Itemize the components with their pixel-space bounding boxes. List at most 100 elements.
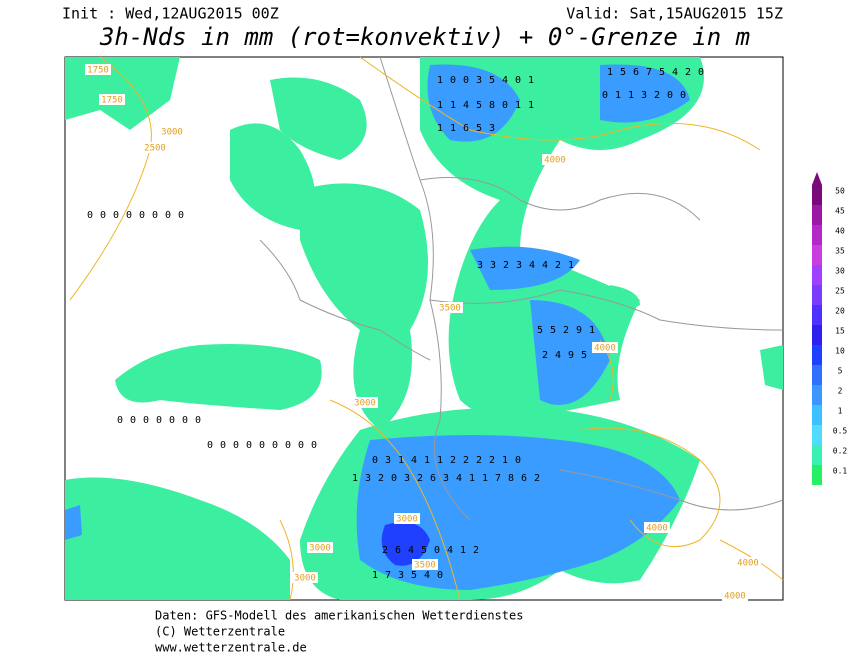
precip-value: 4: [408, 545, 414, 556]
precip-value: 4: [672, 67, 678, 78]
precip-value: 6: [463, 123, 469, 134]
precip-value: 4: [411, 455, 417, 466]
colorbar-swatch: [812, 445, 822, 465]
precip-value: 1: [607, 67, 613, 78]
precip-value: 0: [450, 75, 456, 86]
precip-value: 1: [450, 123, 456, 134]
precip-value: 3: [489, 123, 495, 134]
precip-value: 1: [437, 123, 443, 134]
colorbar-label: 20: [835, 307, 845, 316]
precip-value: 4: [424, 570, 430, 581]
map-title: 3h-Nds in mm (rot=konvektiv) + 0°-Grenze…: [99, 23, 750, 51]
borders: [259, 56, 784, 521]
precip-value: 0: [117, 415, 123, 426]
precip-value: 0: [434, 545, 440, 556]
precip-value: 5: [620, 67, 626, 78]
precip-value: 0: [195, 415, 201, 426]
colorbar-label: 1: [838, 407, 843, 416]
precip-value: 3: [641, 90, 647, 101]
precip-value: 5: [489, 75, 495, 86]
precip-value: 0: [372, 455, 378, 466]
precip-value: 8: [508, 473, 514, 484]
precip-value: 1: [437, 100, 443, 111]
colorbar-label: 35: [835, 247, 845, 256]
colorbar-label: 5: [838, 367, 843, 376]
init-time: Init : Wed,12AUG2015 00Z: [62, 5, 279, 23]
precip-value: 0: [437, 570, 443, 581]
contour-label: 3500: [439, 304, 461, 314]
precip-value: 6: [521, 473, 527, 484]
precip-value: 4: [447, 545, 453, 556]
precip-value: 9: [576, 325, 582, 336]
precip-value: 2: [463, 455, 469, 466]
precip-value: 7: [495, 473, 501, 484]
contour-label-bg: [644, 522, 670, 533]
contour-label-bg: [542, 154, 568, 165]
precip-value: 0: [391, 473, 397, 484]
contour-label: 3000: [396, 515, 418, 525]
contour-label: 4000: [594, 344, 616, 354]
precip-value: 0: [87, 210, 93, 221]
precip-value: 6: [395, 545, 401, 556]
precip-value: 4: [529, 260, 535, 271]
contour-label: 4000: [737, 559, 759, 569]
colorbar-swatch: [812, 205, 822, 225]
precip-value: 5: [476, 123, 482, 134]
freezing-level-contours: [69, 56, 784, 601]
contour-label-bg: [412, 559, 438, 570]
precip-value: 0: [463, 75, 469, 86]
precip-value: 1: [437, 75, 443, 86]
colorbar-label: 25: [835, 287, 845, 296]
precip-value: 0: [667, 90, 673, 101]
precip-value: 3: [404, 473, 410, 484]
precip-value: 1: [528, 75, 534, 86]
precip-value: 3: [476, 75, 482, 86]
precip-value: 2: [563, 325, 569, 336]
precip-value: 0: [220, 440, 226, 451]
contour-label: 3000: [309, 544, 331, 554]
precip-value: 2: [685, 67, 691, 78]
precip-value: 2: [382, 545, 388, 556]
contour-label-bg: [394, 513, 420, 524]
precip-value: 0: [298, 440, 304, 451]
colorbar-label: 40: [835, 227, 845, 236]
precip-value: 5: [537, 325, 543, 336]
precip-value: 0: [233, 440, 239, 451]
precip-value: 2: [542, 350, 548, 361]
precip-value: 0: [272, 440, 278, 451]
precip-value: 0: [515, 455, 521, 466]
precip-value: 1: [502, 455, 508, 466]
colorbar-swatch: [812, 385, 822, 405]
colorbar-swatch: [812, 185, 822, 205]
precip-value: 2: [555, 260, 561, 271]
precip-value: 0: [152, 210, 158, 221]
precip-value: 2: [489, 455, 495, 466]
contour-label: 4000: [544, 156, 566, 166]
colorbar-label: 15: [835, 327, 845, 336]
footer-copyright: (C) Wetterzentrale: [155, 625, 285, 639]
precip-value: 1: [450, 100, 456, 111]
precip-value: 5: [581, 350, 587, 361]
precip-value: 5: [421, 545, 427, 556]
precip-value: 0: [259, 440, 265, 451]
precip-value: 0: [178, 210, 184, 221]
footer-url: www.wetterzentrale.de: [155, 641, 307, 655]
contour-label-bg: [292, 572, 318, 583]
precip-value: 3: [516, 260, 522, 271]
precip-value: 1: [568, 260, 574, 271]
precip-value: 1: [398, 455, 404, 466]
colorbar-tip: [812, 172, 822, 185]
precip-value: 0: [126, 210, 132, 221]
valid-time: Valid: Sat,15AUG2015 15Z: [566, 5, 783, 23]
colorbar-label: 0.2: [833, 447, 848, 456]
precip-value: 0: [100, 210, 106, 221]
contour-label: 3500: [414, 561, 436, 571]
precip-value: 1: [515, 100, 521, 111]
colorbar-label: 0.5: [833, 427, 848, 436]
precip-value: 1: [628, 90, 634, 101]
precip-value: 3: [385, 455, 391, 466]
precip-value: 2: [654, 90, 660, 101]
precip-value: 0: [139, 210, 145, 221]
precip-value: 0: [502, 100, 508, 111]
